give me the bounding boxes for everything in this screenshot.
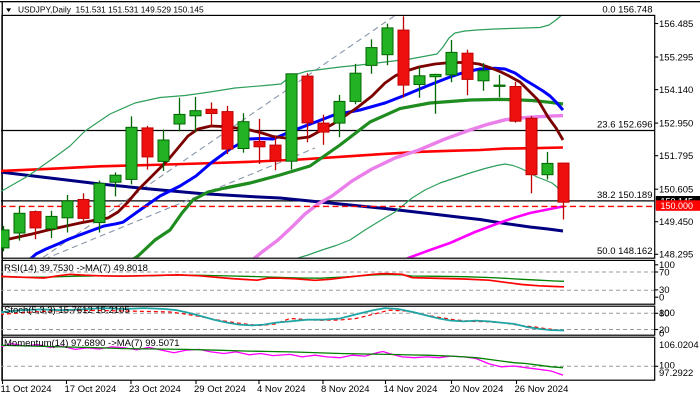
svg-text:80: 80	[659, 309, 670, 320]
svg-text:149.450: 149.450	[659, 217, 693, 228]
svg-text:30: 30	[659, 285, 670, 296]
svg-text:100: 100	[659, 308, 675, 319]
svg-text:8 Nov 2024: 8 Nov 2024	[321, 384, 370, 395]
svg-text:100: 100	[659, 361, 675, 372]
svg-text:23.6 152.696: 23.6 152.696	[597, 120, 652, 131]
svg-text:151.795: 151.795	[659, 151, 693, 162]
svg-text:20: 20	[659, 325, 670, 336]
svg-text:152.950: 152.950	[659, 118, 693, 129]
svg-text:38.2 150.189: 38.2 150.189	[597, 190, 652, 201]
svg-text:50.0 148.162: 50.0 148.162	[597, 246, 652, 257]
svg-text:Stoch(5,3,3) 15.7612 15.2105: Stoch(5,3,3) 15.7612 15.2105	[4, 305, 130, 316]
svg-text:20 Nov 2024: 20 Nov 2024	[450, 384, 504, 395]
svg-text:150.605: 150.605	[659, 185, 693, 196]
svg-text:0: 0	[659, 293, 664, 304]
svg-text:154.140: 154.140	[659, 85, 693, 96]
svg-text:USDJPY,Daily 151.531 151.531: USDJPY,Daily 151.531 151.531 149.529 150…	[18, 5, 204, 15]
svg-text:150.000: 150.000	[661, 201, 694, 211]
svg-text:0.0 156.748: 0.0 156.748	[602, 5, 652, 16]
svg-text:Momentum(14) 97.6890 ->MA(7): Momentum(14) 97.6890 ->MA(7) 99.5071	[4, 338, 180, 349]
svg-text:26 Nov 2024: 26 Nov 2024	[515, 384, 569, 395]
svg-text:97.2922: 97.2922	[659, 368, 693, 379]
svg-text:11 Oct 2024: 11 Oct 2024	[1, 384, 52, 395]
svg-text:0: 0	[659, 329, 664, 340]
svg-text:106.0204: 106.0204	[659, 340, 699, 351]
svg-text:23 Oct 2024: 23 Oct 2024	[129, 384, 181, 395]
svg-text:4 Nov 2024: 4 Nov 2024	[257, 384, 306, 395]
svg-text:14 Nov 2024: 14 Nov 2024	[384, 384, 438, 395]
svg-text:148.295: 148.295	[659, 250, 693, 261]
svg-text:17 Oct 2024: 17 Oct 2024	[65, 384, 117, 395]
svg-text:100: 100	[659, 260, 675, 271]
svg-text:RSI(14) 39.7530 ->MA(7) 49.80: RSI(14) 39.7530 ->MA(7) 49.8018	[4, 263, 148, 274]
svg-text:70: 70	[659, 267, 670, 278]
svg-text:29 Oct 2024: 29 Oct 2024	[194, 384, 246, 395]
svg-text:156.485: 156.485	[659, 19, 693, 30]
svg-text:155.295: 155.295	[659, 52, 693, 63]
